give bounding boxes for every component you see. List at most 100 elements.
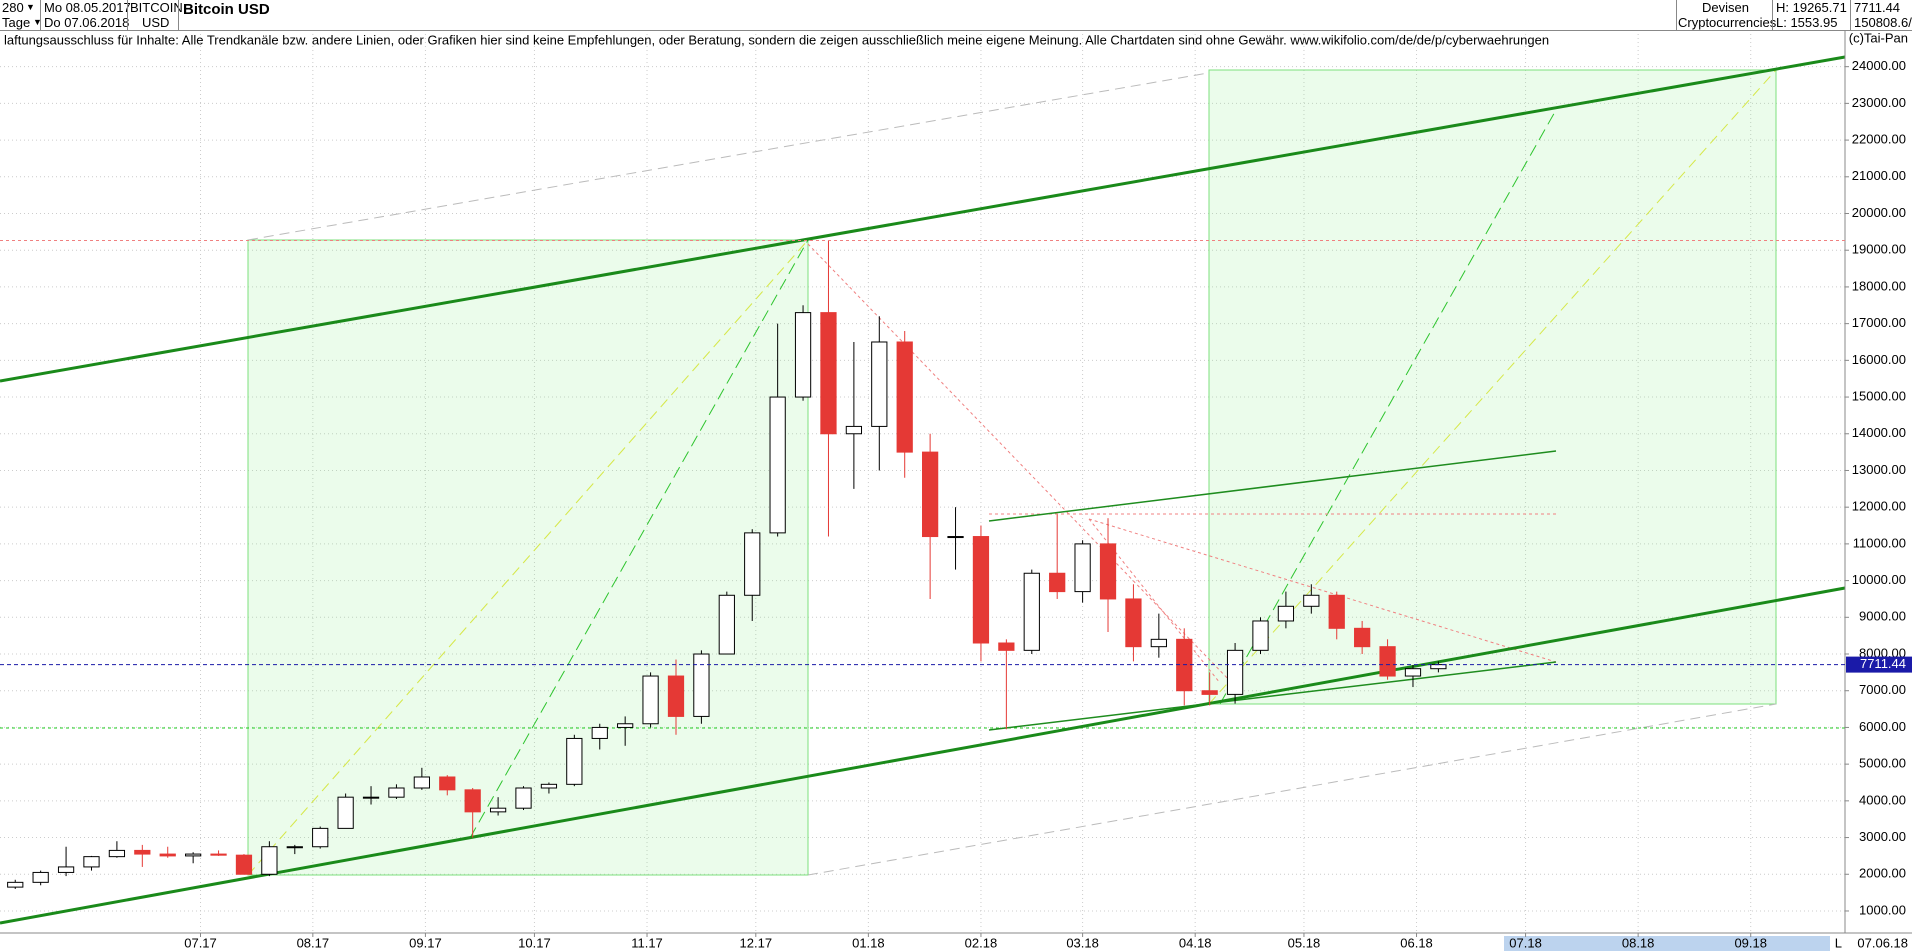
candle-body <box>185 853 202 857</box>
candle-body <box>1328 594 1345 629</box>
y-tick-label: 11000.00 <box>1853 535 1906 550</box>
x-tick-label: 09.18 <box>1734 935 1767 950</box>
candle-body <box>947 536 964 539</box>
candle-body <box>1354 627 1371 648</box>
x-tick-label: 12.17 <box>740 935 773 950</box>
candle-body <box>540 783 558 789</box>
y-tick-label: 15000.00 <box>1852 388 1906 403</box>
unit[interactable]: Tage <box>2 15 31 30</box>
candle-body <box>642 675 659 725</box>
candle-body <box>617 723 634 728</box>
candle-body <box>1125 598 1142 648</box>
channel-line <box>0 55 1846 383</box>
y-tick-label: 18000.00 <box>1852 278 1906 293</box>
candle-body <box>769 396 786 534</box>
candle-body <box>1404 668 1422 677</box>
y-tick-label: 24000.00 <box>1852 58 1906 73</box>
x-tick-label: 08.18 <box>1622 935 1655 950</box>
candle-body <box>261 846 278 875</box>
candle-body <box>667 675 685 717</box>
copyright: (c)Tai-Pan <box>1849 30 1908 45</box>
candle-body <box>362 796 380 799</box>
candle-body <box>718 594 735 655</box>
candle-body <box>1226 649 1244 695</box>
x-tick-label: 06.18 <box>1400 935 1433 950</box>
trend-line <box>1219 109 1557 705</box>
dropdown-arrow[interactable]: ▼ <box>33 17 42 27</box>
candle-body <box>845 425 863 435</box>
y-tick-label: 21000.00 <box>1852 168 1906 183</box>
y-tick-label: 3000.00 <box>1859 829 1906 844</box>
candle-body <box>1430 664 1447 670</box>
period[interactable]: 280 <box>2 0 24 15</box>
x-tick-label: 05.18 <box>1288 935 1321 950</box>
x-tick-label: 07.18 <box>1509 935 1542 950</box>
low: L: 1553.95 <box>1776 15 1838 30</box>
symbol: BITCOIN <box>130 0 183 15</box>
x-tick-label: 04.18 <box>1179 935 1212 950</box>
candle-body <box>235 854 253 875</box>
candle-body <box>1201 690 1218 695</box>
header: 280 ▼ Tage ▼ Mo 08.05.2017 Do 07.06.2018… <box>0 0 1912 31</box>
candle-body <box>413 776 430 789</box>
candle-body <box>210 853 227 856</box>
y-tick-label: 22000.00 <box>1852 132 1906 147</box>
last-price: 7711.44 <box>1854 0 1901 15</box>
trend-line <box>1208 69 1777 705</box>
y-tick-label: 20000.00 <box>1852 205 1906 220</box>
currency: USD <box>142 15 170 30</box>
x-tick-label: 01.18 <box>852 935 885 950</box>
candle-body <box>489 807 507 813</box>
channel-line <box>0 586 1846 925</box>
candle-body <box>871 341 888 427</box>
candle-body <box>794 312 812 398</box>
candle-body <box>566 737 583 785</box>
y-tick-label: 12000.00 <box>1852 499 1906 514</box>
last-price-tag <box>1846 656 1912 673</box>
candle-body <box>693 653 710 717</box>
from-date: Mo 08.05.2017 <box>44 0 131 15</box>
y-tick-label: 9000.00 <box>1859 609 1906 624</box>
candle-body <box>515 787 532 809</box>
candle-body <box>108 849 126 858</box>
candle-body <box>1049 572 1066 593</box>
x-tick-label: 02.18 <box>965 935 998 950</box>
candle-body <box>744 532 761 596</box>
candle-body <box>286 846 303 849</box>
candle-body <box>159 853 176 857</box>
x-tick-label: 07.17 <box>184 935 217 950</box>
x-tick-label: 11.17 <box>631 935 663 950</box>
trend-line <box>247 239 809 876</box>
candle-body <box>388 787 405 798</box>
candle-body <box>896 341 913 453</box>
candle-body <box>922 451 939 538</box>
y-tick-label: 23000.00 <box>1852 95 1906 110</box>
y-tick-label: 2000.00 <box>1859 866 1906 881</box>
y-tick-label: 10000.00 <box>1852 572 1906 587</box>
chart: laftungsausschluss für Inhalte: Alle Tre… <box>0 30 1912 951</box>
scale-mode[interactable]: L <box>1835 935 1842 950</box>
volume: 150808.6/18 <box>1854 15 1912 30</box>
last-price-label: 7711.44 <box>1860 656 1906 671</box>
candle-body <box>32 871 49 883</box>
disclaimer: laftungsausschluss für Inhalte: Alle Tre… <box>4 32 1549 47</box>
to-date: Do 07.06.2018 <box>44 15 130 30</box>
candle-body <box>1379 646 1396 677</box>
candle-body <box>439 776 456 791</box>
trend-line <box>469 239 809 839</box>
y-tick-label: 1000.00 <box>1859 902 1906 917</box>
trend-line <box>807 703 1777 876</box>
y-tick-label: 4000.00 <box>1859 792 1906 807</box>
trend-line <box>247 72 1209 241</box>
trend-line <box>1088 518 1221 684</box>
dropdown-arrow[interactable]: ▼ <box>26 2 35 12</box>
candle-body <box>134 849 151 855</box>
y-tick-label: 19000.00 <box>1852 242 1906 257</box>
y-tick-label: 7000.00 <box>1859 682 1906 697</box>
candle-body <box>7 881 24 888</box>
y-tick-label: 14000.00 <box>1852 425 1906 440</box>
candle-body <box>1150 638 1167 648</box>
high: H: 19265.71 <box>1776 0 1847 15</box>
candle-body <box>1252 620 1269 651</box>
